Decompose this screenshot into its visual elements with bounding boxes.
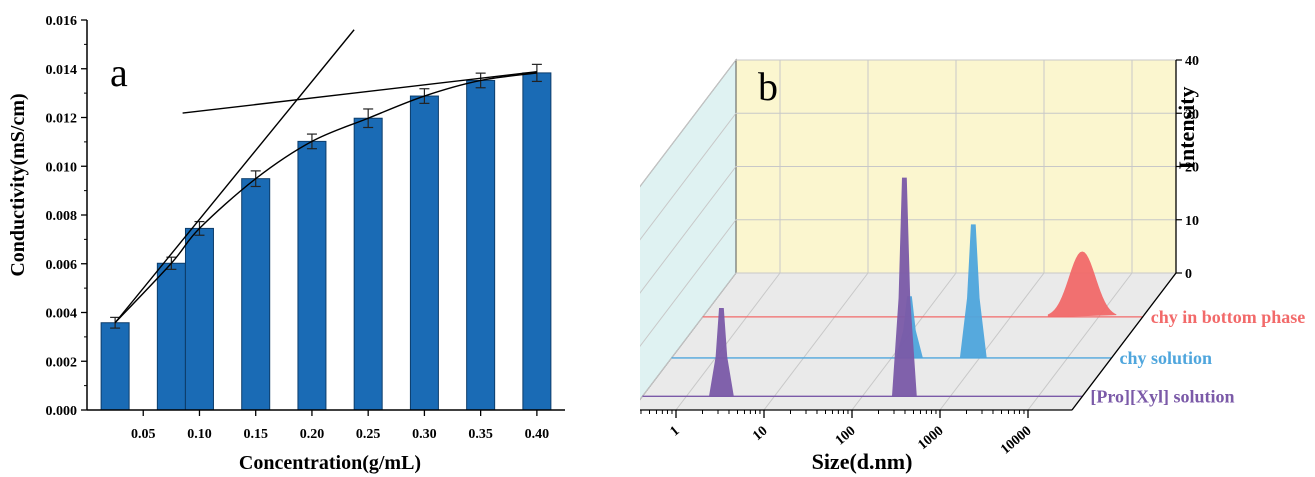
depth-axis-line	[1071, 272, 1177, 411]
x-tick-label-4: 0.25	[356, 427, 381, 442]
dls-3d-size-distribution-chart: chy in bottom phase chy solution [Pro][Xyl…	[640, 54, 1306, 474]
x-tick-label-0: 1	[668, 424, 683, 440]
bar-8	[522, 72, 552, 411]
left-wall-grid-4	[640, 59, 737, 188]
floor-grid-3	[939, 272, 1045, 411]
fit-line-0	[114, 29, 355, 324]
fit-lines-group	[114, 29, 537, 324]
bar-2	[184, 227, 214, 411]
floor-grid-4	[1027, 272, 1133, 411]
x-tick-label-5: 0.30	[412, 427, 437, 442]
axes-group: 0.000 0.002 0.004 0.006 0.008 0.010 0.012 0.014…	[46, 14, 565, 442]
x-tick-label-6: 0.35	[468, 427, 493, 442]
peak-0-0	[1047, 251, 1117, 318]
y-tick-label-1: 0.002	[46, 355, 78, 370]
x-axis-label: Concentration(g/mL)	[239, 452, 421, 474]
z-axis-label: Intensity	[1174, 86, 1199, 169]
z-tick-label-1: 10	[1185, 214, 1199, 229]
x-tick-label-7: 0.40	[525, 427, 550, 442]
floor-grid-0	[675, 272, 781, 411]
bars-group	[100, 72, 552, 411]
panel-label-a: a	[110, 50, 128, 95]
series-label-0: chy in bottom phase	[1151, 307, 1306, 327]
bar-4	[297, 140, 327, 411]
peak-2-1	[891, 177, 917, 397]
bar-0	[100, 322, 130, 411]
left-wall-grid-1	[640, 219, 737, 348]
x-tick-label-4: 10000	[998, 424, 1034, 458]
left-wall-grid-3	[640, 112, 737, 241]
y-tick-label-8: 0.016	[46, 14, 78, 29]
series-0: chy in bottom phase	[702, 251, 1306, 327]
x-tick-label-1: 0.10	[187, 427, 212, 442]
y-tick-label-2: 0.004	[46, 307, 78, 322]
y-axis-label: Conductivity(mS/cm)	[7, 93, 29, 276]
plot-gridlines	[640, 59, 1176, 411]
x-tick-label-2: 0.15	[243, 427, 268, 442]
x-tick-label-2: 100	[833, 424, 859, 449]
panel-label-b: b	[758, 64, 778, 109]
y-tick-label-7: 0.014	[46, 63, 78, 78]
x-tick-label-3: 0.20	[300, 427, 325, 442]
trend-curve	[114, 72, 537, 324]
z-tick-label-4: 40	[1185, 54, 1199, 69]
z-tick-label-3: 30	[1185, 107, 1199, 122]
bar-6	[409, 95, 439, 411]
bar-7	[466, 79, 496, 411]
y-tick-label-6: 0.012	[46, 112, 78, 127]
series-2: [Pro][Xyl] solution	[642, 177, 1235, 406]
bar-5	[353, 117, 383, 411]
x-tick-label-3: 1000	[915, 424, 946, 453]
bar-1	[156, 262, 186, 411]
series-label-2: [Pro][Xyl] solution	[1090, 386, 1234, 406]
x-tick-label-0: 0.05	[131, 427, 156, 442]
left-wall-grid-0	[640, 272, 737, 401]
z-tick-label-0: 0	[1185, 267, 1192, 282]
z-tick-label-2: 20	[1185, 161, 1199, 176]
y-tick-label-4: 0.008	[46, 209, 78, 224]
left-wall-grid-2	[640, 166, 737, 294]
series-label-1: chy solution	[1120, 348, 1213, 368]
y-tick-label-0: 0.000	[46, 404, 78, 419]
peak-2-0	[708, 308, 734, 397]
x-tick-label-1: 10	[750, 424, 770, 444]
series-group: chy in bottom phase chy solution [Pro][Xyl…	[642, 177, 1306, 406]
x-axis-label: Size(d.nm)	[812, 449, 913, 474]
peak-1-1	[959, 224, 987, 359]
y-tick-label-5: 0.010	[46, 160, 78, 175]
fit-line-1	[182, 70, 537, 114]
bar-3	[241, 178, 271, 411]
floor-grid-1	[763, 272, 869, 411]
y-tick-label-3: 0.006	[46, 258, 78, 273]
conductivity-bar-chart: 0.000 0.002 0.004 0.006 0.008 0.010 0.012 0.014…	[7, 14, 565, 474]
